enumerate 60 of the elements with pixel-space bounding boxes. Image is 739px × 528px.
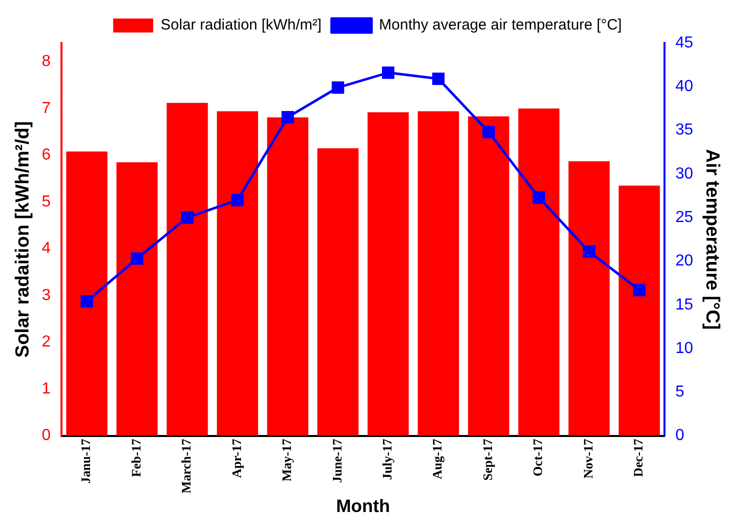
- y-tick-label: 2: [42, 334, 51, 351]
- y2-tick-label: 25: [675, 208, 694, 226]
- point: [482, 126, 495, 138]
- x-tick-label: March-17: [178, 438, 194, 494]
- point: [332, 81, 344, 94]
- y-tick-label: 6: [42, 146, 51, 164]
- y-tick-label: 0: [42, 427, 51, 444]
- y2-tick-label: 0: [675, 427, 684, 444]
- point: [80, 295, 94, 308]
- x-axis-title: Month: [336, 496, 390, 516]
- y-tick-label: 1: [42, 380, 51, 398]
- y2-tick-label: 15: [675, 296, 694, 314]
- x-tick-label: Apr-17: [228, 438, 244, 478]
- bar: [618, 186, 660, 436]
- y-tick-label: 3: [42, 286, 51, 304]
- point: [282, 110, 294, 124]
- y2-tick-label: 5: [675, 384, 684, 401]
- bar: [518, 108, 560, 436]
- y-tick-label: 8: [42, 53, 51, 70]
- bar: [267, 117, 308, 436]
- x-tick-label: Feb-17: [128, 438, 144, 478]
- point: [181, 211, 194, 224]
- y2-tick-label: 30: [675, 165, 694, 182]
- bar: [166, 102, 208, 436]
- y-tick-label: 5: [42, 193, 51, 210]
- legend-label: Monthy average air temperature [°C]: [379, 16, 622, 34]
- point: [432, 72, 445, 85]
- point: [633, 284, 646, 296]
- x-tick-label: Dec-17: [630, 438, 646, 478]
- y2-tick-label: 40: [675, 78, 694, 96]
- bar: [216, 111, 258, 436]
- bar: [418, 111, 459, 436]
- y-tick-label: 7: [42, 100, 51, 117]
- bar: [116, 162, 158, 436]
- y-axis-title: Solar radaition [kWh/m²/d]: [12, 121, 34, 358]
- bar: [568, 161, 610, 436]
- x-tick-label: Nov-17: [580, 438, 596, 478]
- point: [231, 194, 244, 206]
- legend-label: Solar radiation [kWh/m²]: [160, 16, 322, 34]
- x-tick-label: June-17: [329, 438, 344, 483]
- x-tick-label: May-17: [279, 438, 294, 482]
- y-tick-label: 4: [42, 240, 51, 258]
- point: [130, 252, 144, 265]
- point: [582, 245, 596, 258]
- x-tick-label: Aug-17: [430, 438, 445, 480]
- bar: [468, 116, 510, 436]
- bar: [317, 148, 359, 436]
- x-tick-label: Oct-17: [530, 438, 546, 476]
- bar: [66, 151, 108, 436]
- point: [532, 191, 546, 204]
- x-tick-label: Sept-17: [480, 438, 495, 481]
- y2-axis-title: Air temperature [°C]: [701, 149, 722, 330]
- y2-tick-label: 35: [675, 122, 694, 139]
- bar: [368, 112, 409, 436]
- y2-tick-label: 45: [675, 34, 694, 52]
- x-tick-label: July-17: [380, 438, 395, 480]
- x-tick-label: Janu-17: [78, 438, 94, 484]
- y2-tick-label: 10: [675, 340, 694, 357]
- point: [382, 66, 394, 79]
- y2-tick-label: 20: [675, 252, 694, 270]
